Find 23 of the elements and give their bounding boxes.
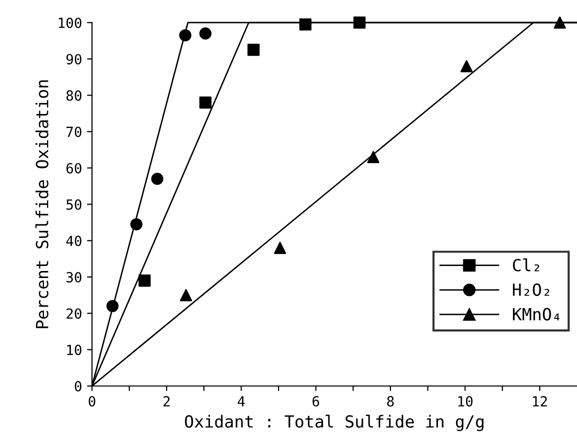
y-tick-label: 10 (67, 344, 82, 356)
y-tick-label: 30 (66, 272, 82, 282)
x-tick-label: 4 (238, 396, 245, 406)
legend-label: H₂O₂ (512, 283, 550, 296)
x-tick-label: 12 (533, 396, 547, 406)
y-tick-label: 80 (66, 90, 82, 101)
x-tick-label: 8 (387, 396, 394, 407)
y-tick-label: 70 (66, 126, 82, 138)
y-tick-label: 100 (58, 18, 82, 28)
y-tick-label: 20 (66, 308, 82, 319)
y-tick-label: 50 (66, 199, 82, 210)
x-tick-label: 6 (312, 396, 320, 407)
legend-label: Cl₂ (512, 258, 540, 272)
legend-label: KMnO₄ (512, 308, 560, 321)
y-tick-label: 0 (74, 381, 82, 392)
y-tick-label: 60 (66, 162, 82, 174)
y-axis-title: Percent Sulfide Oxidation (35, 80, 48, 328)
x-tick-label: 2 (163, 396, 170, 406)
y-tick-label: 40 (66, 236, 82, 246)
x-axis-title: Oxidant : Total Sulfide in g/g (184, 414, 484, 432)
x-tick-label: 0 (88, 396, 96, 407)
x-tick-label: 10 (458, 396, 473, 407)
y-tick-label: 90 (66, 54, 82, 64)
